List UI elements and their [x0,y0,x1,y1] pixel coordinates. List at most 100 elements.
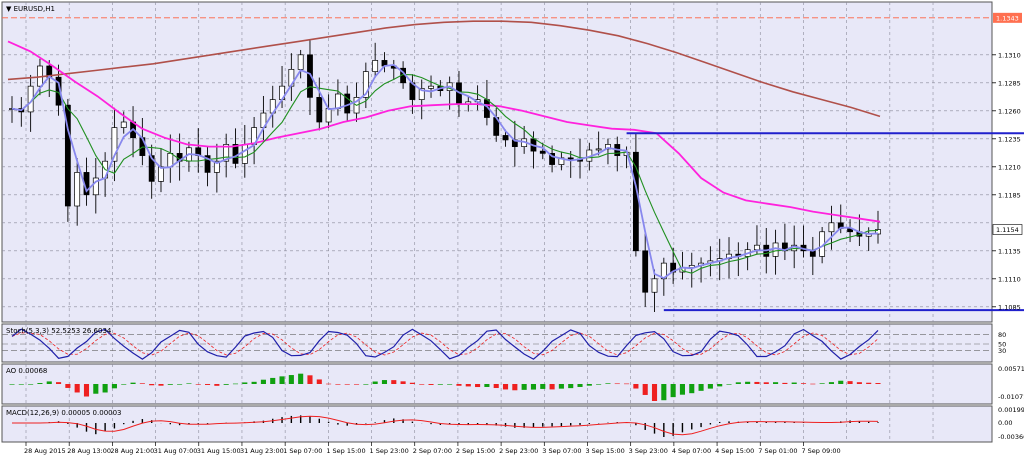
ao-bar [186,383,192,384]
time-tick-label: 28 Aug 21:00 [110,447,154,455]
macd-tick-label: 0.00 [998,419,1012,427]
ao-bar [530,384,537,390]
ao-bar [251,381,257,384]
time-tick-label: 7 Sep 09:00 [801,447,840,455]
stoch-tick-label: 80 [998,331,1006,339]
ao-bar [260,379,266,384]
price-tick-label: 1.1135 [998,247,1021,255]
macd-title: MACD(12,26,9) 0.00005 0.00003 [6,409,122,417]
ao-bar [139,383,145,384]
ao-bar [847,381,853,384]
ao-bar [502,384,509,390]
time-tick-label: 28 Aug 13:00 [67,447,111,455]
ao-bar [65,384,71,388]
candle-body [502,135,509,141]
ao-bar [512,384,518,391]
candle-body [828,222,835,233]
ao-bar [763,382,769,384]
ao-bar [465,384,471,387]
price-series [2,17,1024,313]
ao-bar [158,384,164,386]
stoch-main-line [11,328,879,360]
stoch-signal-line [11,332,879,356]
ao-bar [195,384,201,385]
candle-body [223,144,230,162]
time-tick-label: 4 Sep 07:00 [672,447,711,455]
ao-bar [773,382,779,384]
ao-bar [493,384,499,389]
ao-bar [698,384,704,391]
candle-body [595,148,602,151]
ao-bar [651,384,658,401]
candle-body [549,153,555,165]
ao-bar [400,381,406,384]
ao-bar [372,381,378,384]
time-tick-label: 3 Sep 07:00 [542,447,581,455]
ao-bar [316,379,322,384]
ao-bar [93,384,99,394]
ao-bar [707,384,713,389]
ao-bar [204,384,211,385]
ao-bar [288,375,294,384]
ao-bar [335,384,341,385]
ao-bar [298,373,304,384]
ao-bar [670,384,676,398]
time-tick-label: 1 Sep 23:00 [370,447,409,455]
ao-bar [838,380,844,384]
ao-bar [46,381,52,384]
ao-bar [642,384,648,395]
ao-bar [447,384,453,385]
ao-bar [56,382,62,384]
ao-bar [18,384,24,385]
current-price-label: 1.1154 [996,226,1019,234]
stoch-tick-label: 50 [998,341,1006,349]
ao-bar [74,384,80,393]
ao-bar [456,384,462,386]
ao-bar [9,384,15,385]
price-tick-label: 1.1085 [998,303,1021,311]
stoch-title: Stoch(5,3,3) 52.5253 26.6034 [6,327,112,335]
candle-body [232,144,239,164]
ao-bar [130,382,136,384]
ao-bar [540,384,546,389]
ao-bar [717,384,723,387]
ma-mid-line [7,40,881,223]
ao-bar [344,384,350,385]
ao-bar [726,384,732,385]
candle-body [204,155,211,173]
candle-body [111,127,118,162]
ao-bar [409,382,415,384]
candle-body [754,244,760,251]
ao-bar [214,384,220,386]
ao-bar [614,383,620,385]
ao-bar [679,384,686,395]
ma-fast-blue-line [11,63,879,280]
time-tick-label: 3 Sep 15:00 [585,447,624,455]
ao-bar [549,384,555,390]
ao-bar [121,384,127,385]
candle-body [325,108,332,123]
candle-body [241,144,248,164]
ao-bar [307,375,313,384]
time-tick-label: 7 Sep 01:00 [758,447,797,455]
ao-bar [167,384,173,385]
candle-body [158,166,164,182]
ao-bar [223,384,229,385]
time-tick-label: 31 Aug 07:00 [154,447,198,455]
ao-bar [353,384,360,385]
ao-bar [689,384,695,394]
ao-bar [633,384,639,389]
ao-bar [856,382,862,384]
ao-bar [819,383,825,384]
price-tick-label: 1.1110 [998,275,1021,283]
ao-bar [586,384,592,386]
ao-bar [521,384,527,390]
price-axis: 1.1310 1.1285 1.1260 1.1235 1.1210 1.1185 1.11… [992,12,1024,441]
ao-bar [37,383,43,384]
time-tick-label: 1 Sep 15:00 [326,447,365,455]
ao-bar [558,384,564,389]
main-panel-bg [1,1,993,323]
ao-bar [111,384,117,389]
candle-body [651,278,658,293]
